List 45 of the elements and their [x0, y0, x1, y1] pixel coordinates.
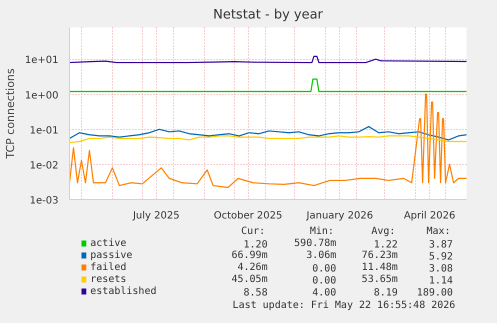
text: 3.87 — [428, 240, 453, 250]
x-tick-label: October 2025 — [214, 210, 282, 222]
text: Max: — [426, 226, 451, 237]
text: 1.22 — [374, 240, 398, 250]
text: 8.58 — [244, 288, 268, 298]
line-series — [70, 126, 466, 140]
text: 11.48m — [362, 262, 398, 273]
text: 76.23m — [362, 250, 398, 261]
text: 1.14 — [428, 276, 453, 286]
y-tick-label: 1e+00 — [24, 90, 59, 102]
legend-label: passive — [90, 250, 132, 261]
line-series — [70, 56, 466, 64]
text: 189.00 — [416, 288, 453, 298]
legend-label: established — [90, 286, 157, 297]
y-tick-label: 1e-01 — [30, 125, 59, 136]
text: 1.20 — [244, 240, 268, 250]
text: 8.19 — [374, 288, 398, 298]
text: Min: — [310, 226, 334, 237]
line-series — [70, 135, 466, 144]
y-tick-label: 1e-03 — [30, 196, 59, 206]
y-tick-label: 1e-02 — [30, 160, 59, 172]
text: 45.05m — [231, 274, 268, 285]
legend-label: resets — [90, 274, 126, 285]
text: Avg: — [371, 226, 396, 237]
x-tick-label: January 2026 — [306, 210, 374, 222]
text: Cur: — [241, 226, 266, 237]
legend-label: active — [90, 238, 126, 249]
x-tick-label: April 2026 — [404, 210, 456, 222]
text: 66.99m — [231, 250, 268, 261]
text: 53.65m — [362, 274, 398, 285]
legend-label: failed — [90, 262, 126, 273]
y-tick-label: 1e+01 — [24, 55, 59, 66]
text: 590.78m — [294, 238, 336, 249]
text: 4.00 — [312, 288, 336, 298]
x-tick-label: July 2025 — [132, 210, 180, 222]
text: 3.08 — [428, 264, 453, 274]
text: 0.00 — [312, 264, 336, 274]
text: 4.26m — [238, 262, 268, 273]
line-series — [70, 94, 466, 188]
text: 0.00 — [312, 276, 336, 286]
text: 3.06m — [306, 250, 336, 261]
text: Last update: Fri May 22 16:55:48 2026 — [232, 300, 456, 311]
text: 5.92 — [428, 252, 453, 262]
y-axis-title: TCP connections — [4, 68, 17, 160]
chart-title: Netstat - by year — [213, 8, 324, 22]
